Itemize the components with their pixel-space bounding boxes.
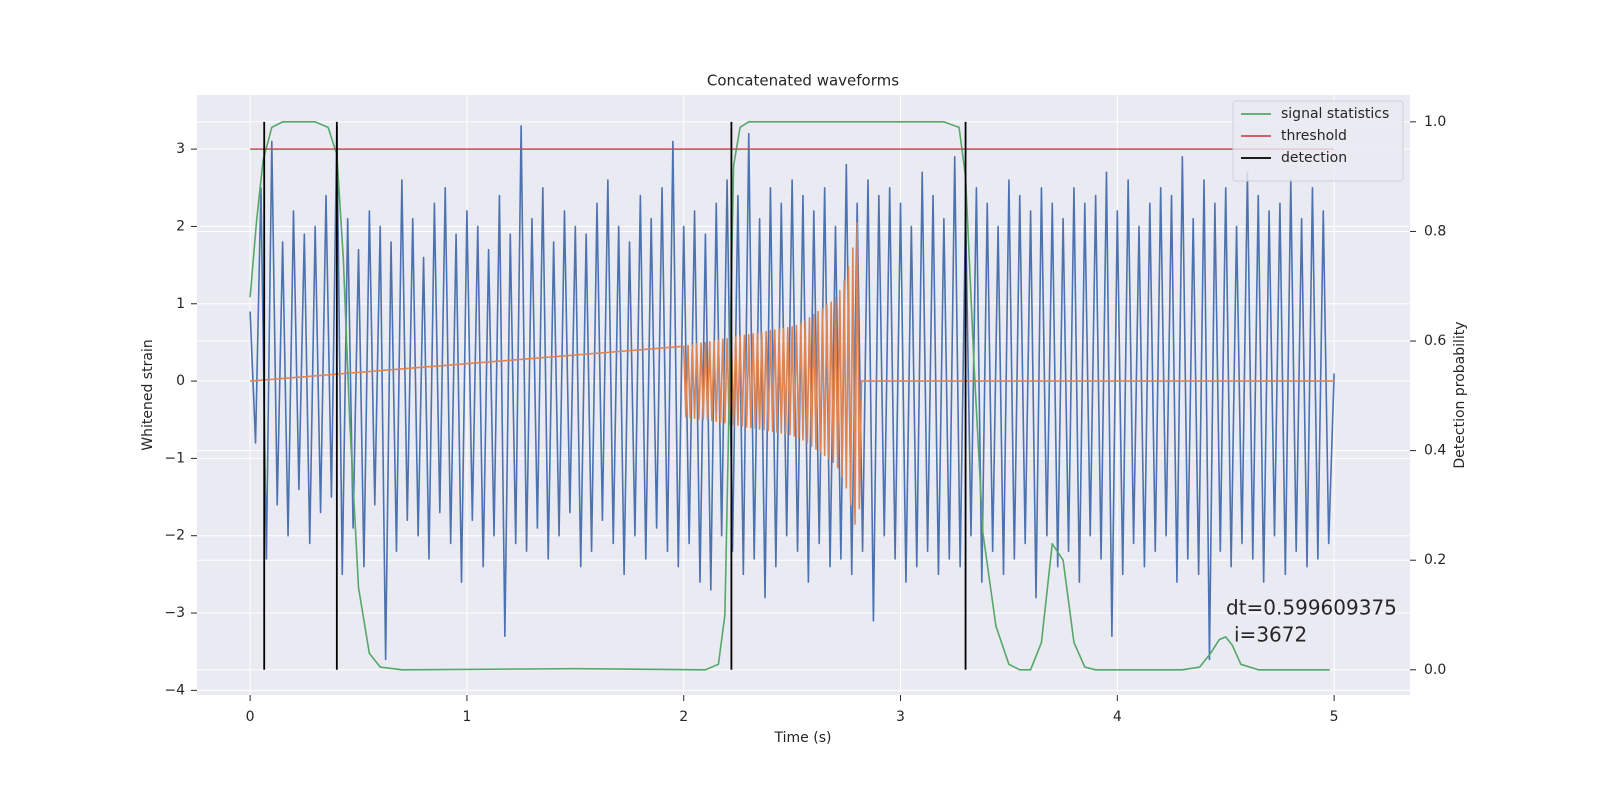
axes: 0 1 2 3 4 5 −4 −3 −2 −1 0 1 2 3 0.0 0.2 0.4 0.6 0.8 1.0 (164, 114, 1446, 725)
y-tick-label: −4 (164, 682, 185, 698)
x-tick-label: 0 (246, 709, 255, 725)
x-tick-label: 3 (896, 709, 905, 725)
annotation: i=3672 (1234, 623, 1307, 647)
y-tick-label: −2 (164, 528, 185, 544)
legend: signal statistics threshold detection (1232, 100, 1404, 182)
x-tick-label: 4 (1113, 709, 1122, 725)
legend-label: signal statistics (1281, 106, 1389, 122)
x-tick-label: 2 (679, 709, 688, 725)
y2-tick-label: 0.8 (1424, 223, 1446, 239)
y-tick-label: −3 (164, 605, 185, 621)
series-line (250, 221, 1335, 525)
x-axis-label: Time (s) (774, 730, 832, 746)
plot-marks (249, 121, 1335, 671)
y2-tick-label: 1.0 (1424, 114, 1446, 130)
y-tick-label: 2 (176, 218, 185, 234)
legend-box (1232, 100, 1404, 182)
chart-title: Concatenated waveforms (707, 72, 899, 90)
x-tick-label: 1 (462, 709, 471, 725)
legend-label: threshold (1281, 128, 1347, 144)
y2-tick-label: 0.2 (1424, 552, 1446, 568)
series-line (249, 125, 1335, 661)
y2-tick-label: 0.0 (1424, 662, 1446, 678)
y2-tick-label: 0.6 (1424, 333, 1446, 349)
y-tick-label: −1 (164, 450, 185, 466)
series-line (249, 121, 1330, 671)
annotation: dt=0.599609375 (1226, 596, 1397, 620)
x-tick-label: 5 (1330, 709, 1339, 725)
y-axis-label: Whitened strain (140, 339, 156, 450)
y-tick-label: 0 (176, 373, 185, 389)
y-tick-label: 3 (176, 141, 185, 157)
y-tick-label: 1 (176, 296, 185, 312)
y2-axis-label: Detection probability (1452, 321, 1468, 468)
legend-label: detection (1281, 150, 1347, 166)
y2-tick-label: 0.4 (1424, 443, 1446, 459)
